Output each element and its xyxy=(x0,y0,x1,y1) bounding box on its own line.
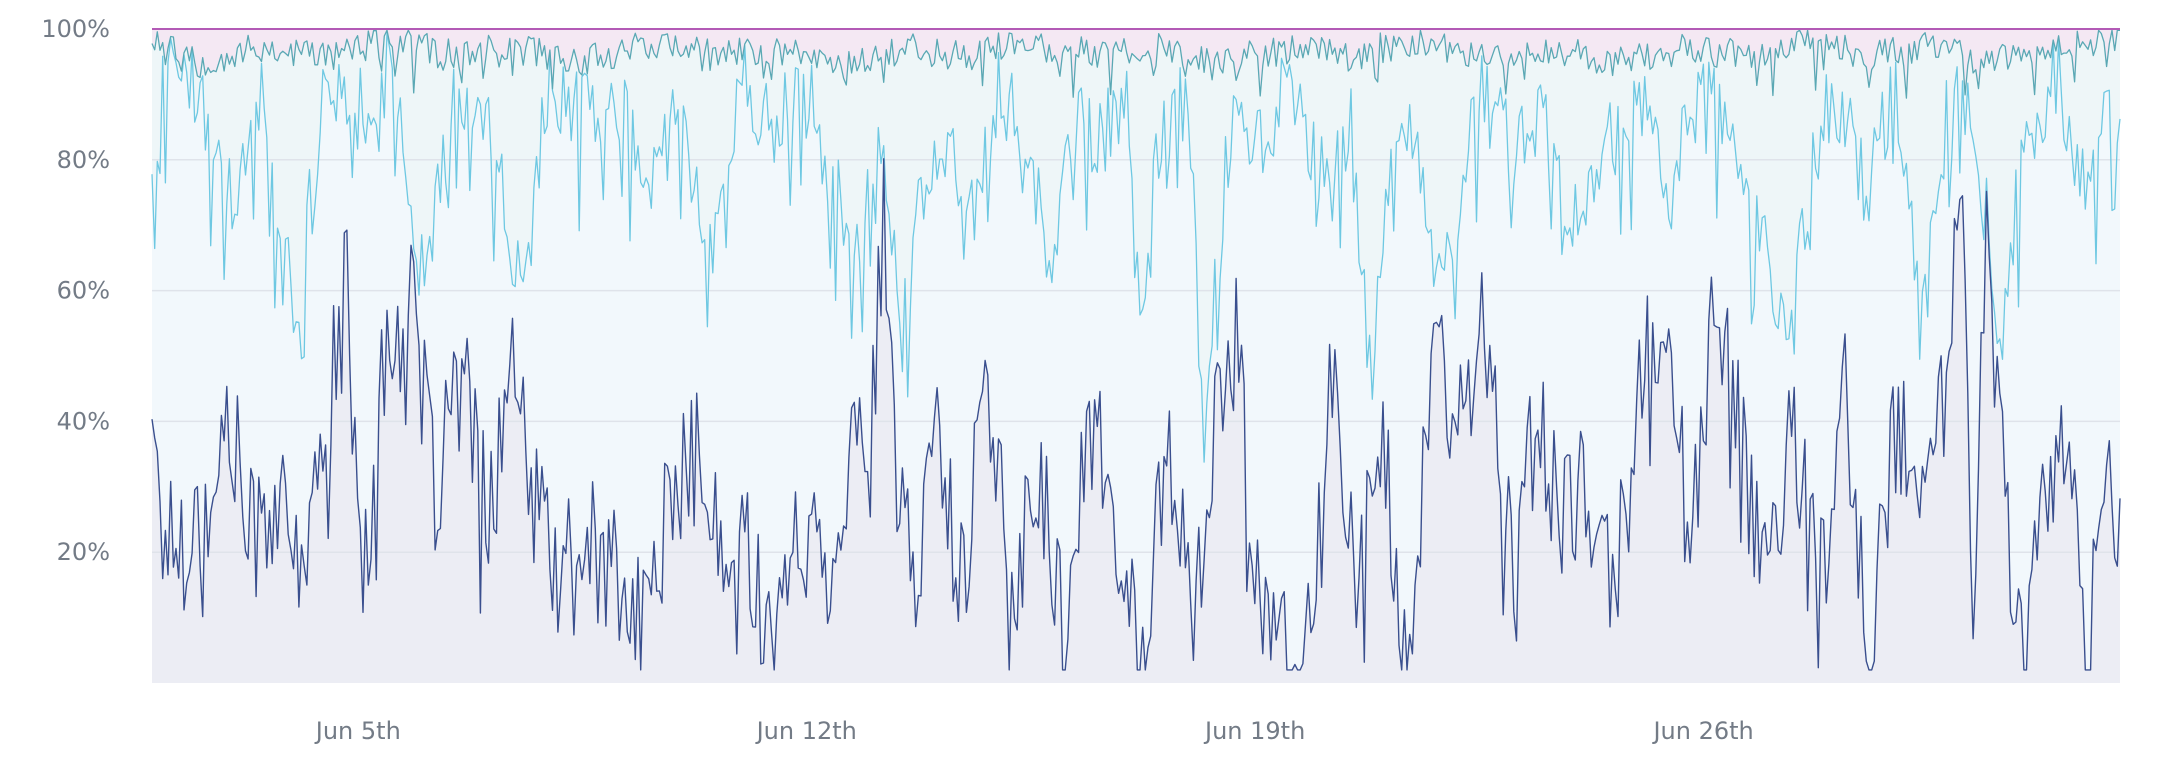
x-axis: Jun 5th Jun 12th Jun 19th Jun 26th xyxy=(314,717,1754,745)
x-tick-label: Jun 26th xyxy=(1651,717,1753,745)
series-3-line xyxy=(151,29,2120,99)
series-4-area xyxy=(152,29,2120,99)
y-tick-label: 20% xyxy=(57,538,110,566)
y-tick-label: 100% xyxy=(41,15,110,43)
x-tick-label: Jun 19th xyxy=(1203,717,1305,745)
y-tick-label: 40% xyxy=(57,407,110,435)
series-2-line xyxy=(151,31,2121,463)
y-tick-label: 60% xyxy=(57,277,110,305)
x-tick-label: Jun 12th xyxy=(755,717,857,745)
x-tick-label: Jun 5th xyxy=(314,717,401,745)
y-axis: 20% 40% 60% 80% 100% xyxy=(41,15,110,566)
line-layer xyxy=(151,28,2121,671)
y-tick-label: 80% xyxy=(57,146,110,174)
series-2-area xyxy=(152,32,2120,670)
series-1-line xyxy=(151,158,2121,671)
series-3-area xyxy=(152,30,2120,463)
